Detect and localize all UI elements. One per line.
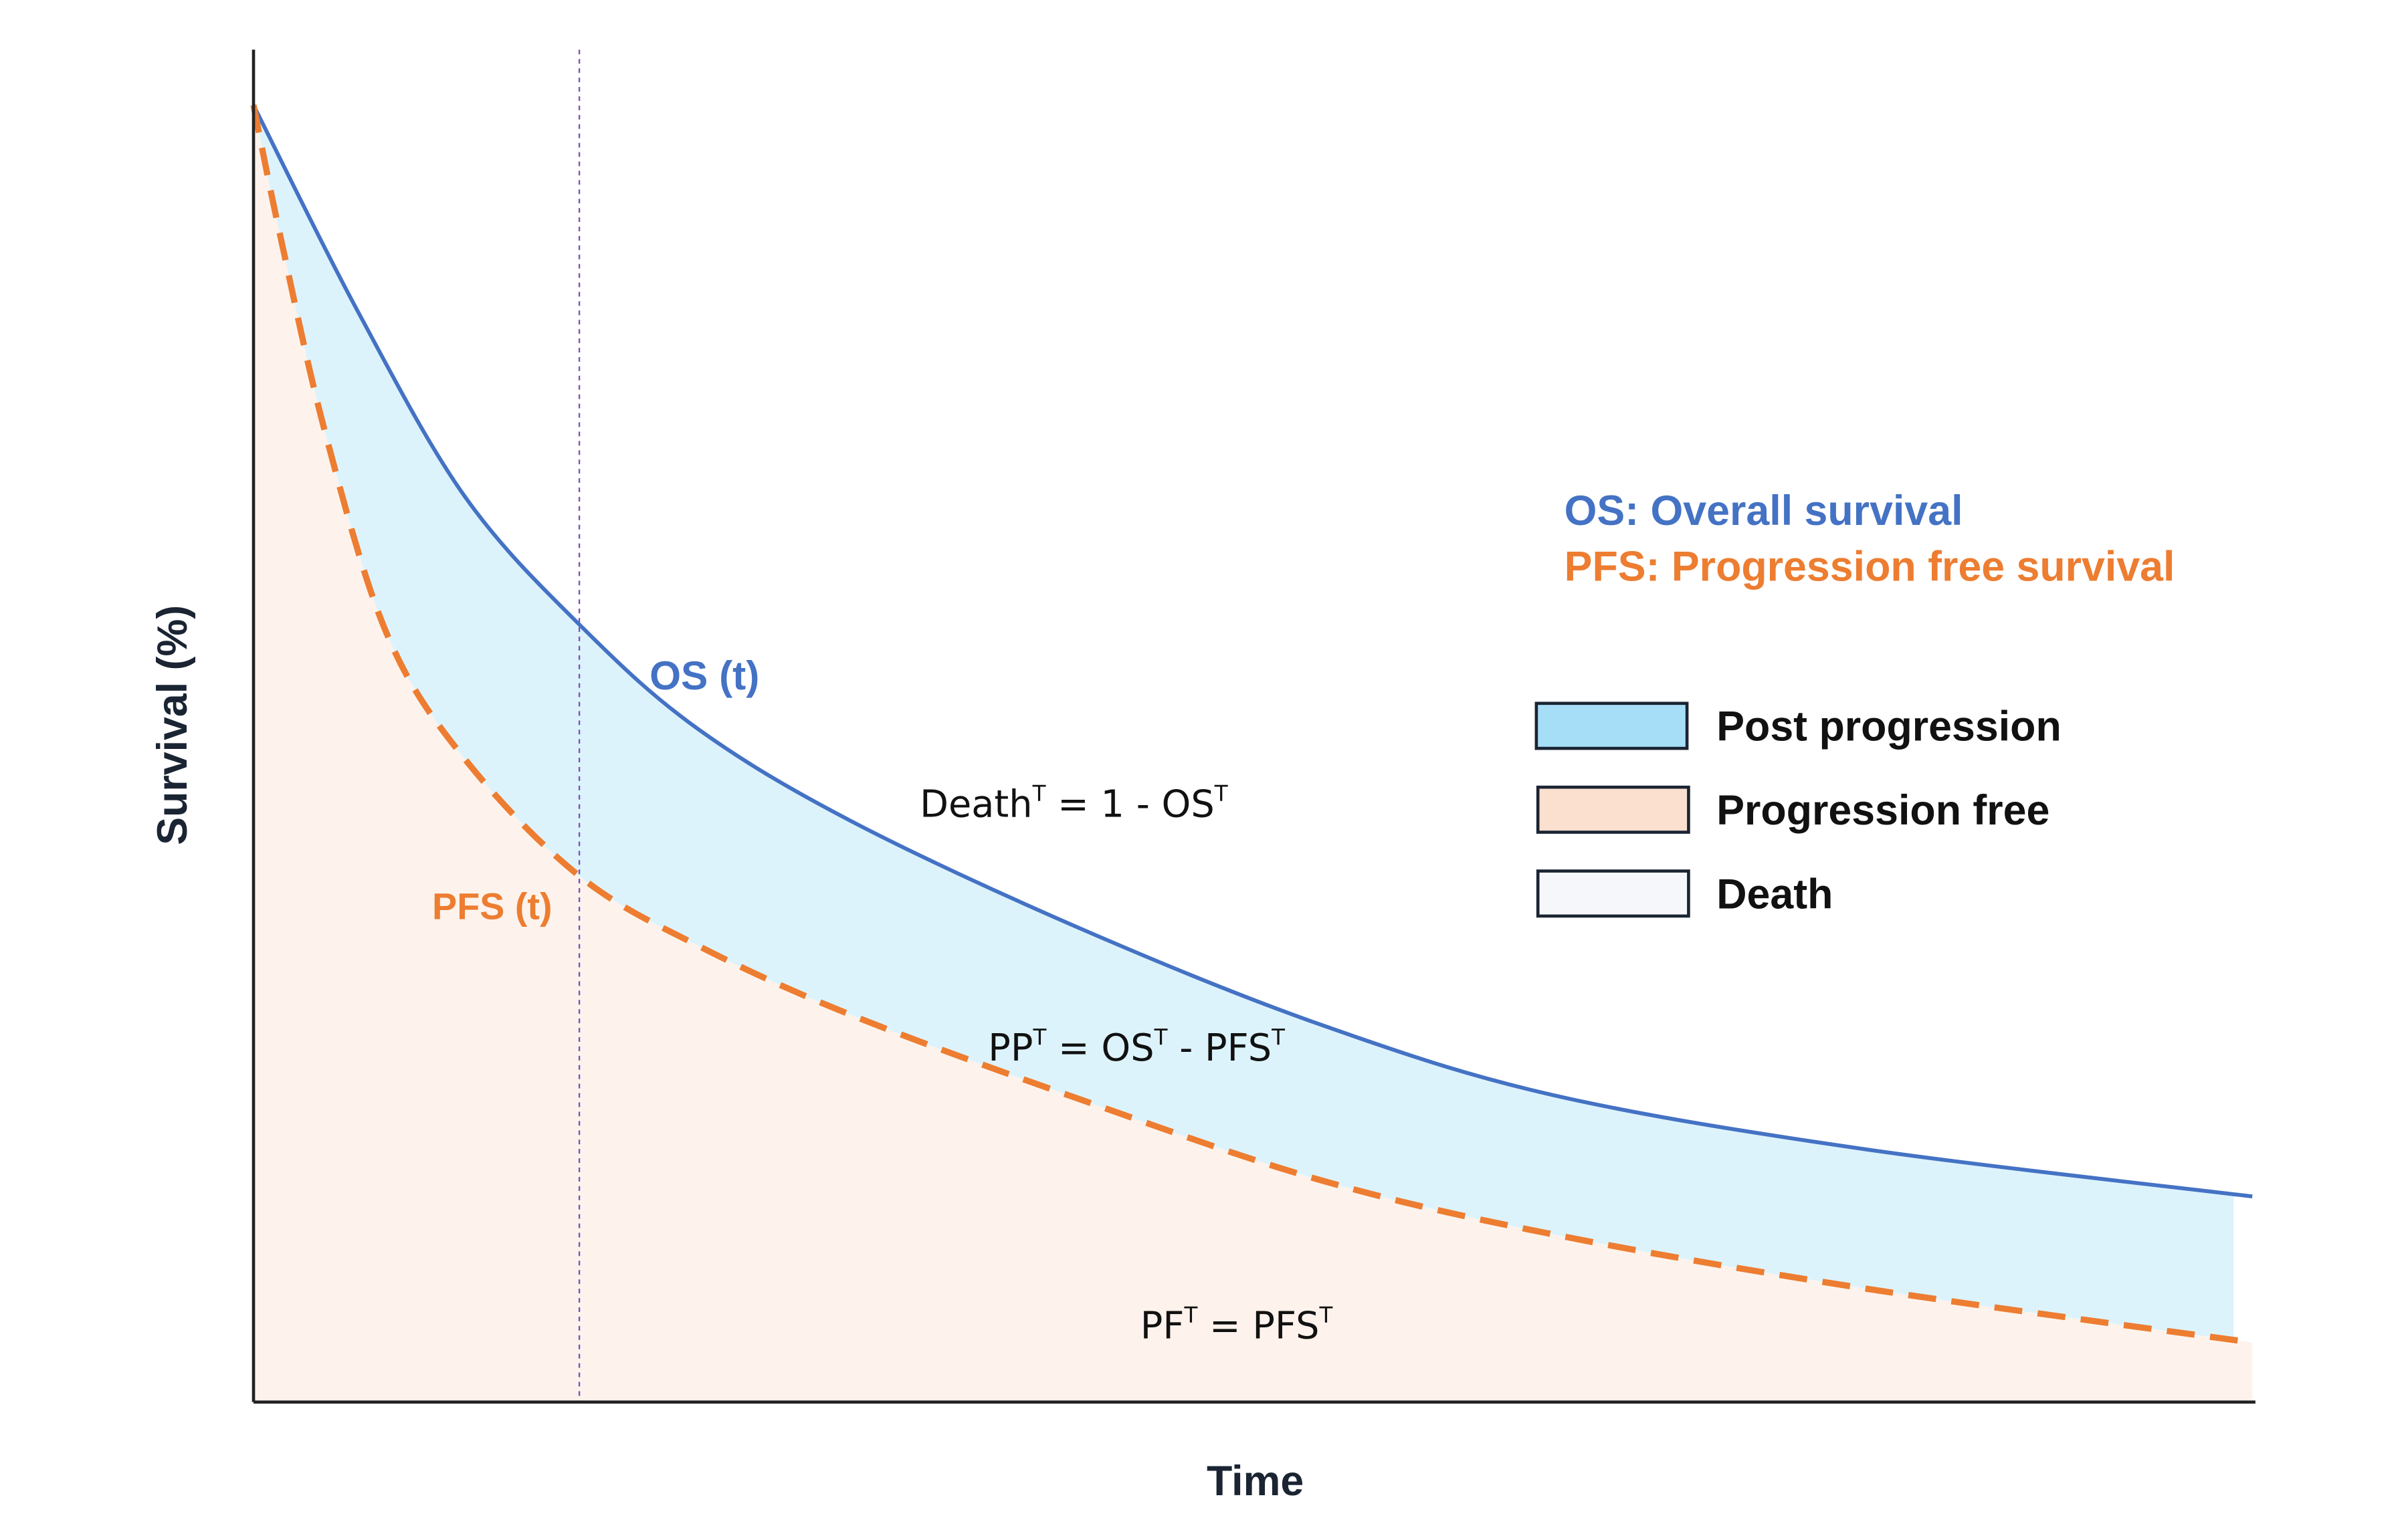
death-formula: DeathT = 1 - OST — [920, 781, 1228, 826]
os-definition: OS: Overall survival — [1565, 487, 1963, 534]
legend-label-progression-free: Progression free — [1716, 787, 2049, 834]
pf-formula: PFT = PFST — [1140, 1303, 1333, 1347]
legend-swatch-post-progression — [1534, 701, 1689, 750]
os-curve-label: OS (t) — [649, 653, 759, 698]
legend-swatch-progression-free — [1536, 785, 1690, 834]
legend-swatch-death — [1536, 869, 1690, 918]
progression-free-area — [254, 105, 2253, 1402]
pfs-curve-label: PFS (t) — [432, 886, 553, 927]
post-progression-area — [254, 105, 2234, 1340]
legend: Post progression Progression free Death — [1534, 701, 2062, 918]
pfs-definition: PFS: Progression free survival — [1565, 543, 2175, 590]
legend-label-post-progression: Post progression — [1716, 703, 2062, 750]
os-curve — [252, 104, 2253, 1199]
legend-label-death: Death — [1716, 871, 1833, 917]
x-axis-label: Time — [1207, 1458, 1304, 1505]
y-axis-label: Survival (%) — [149, 605, 196, 845]
pp-formula: PPT = OST - PFST — [988, 1025, 1285, 1070]
